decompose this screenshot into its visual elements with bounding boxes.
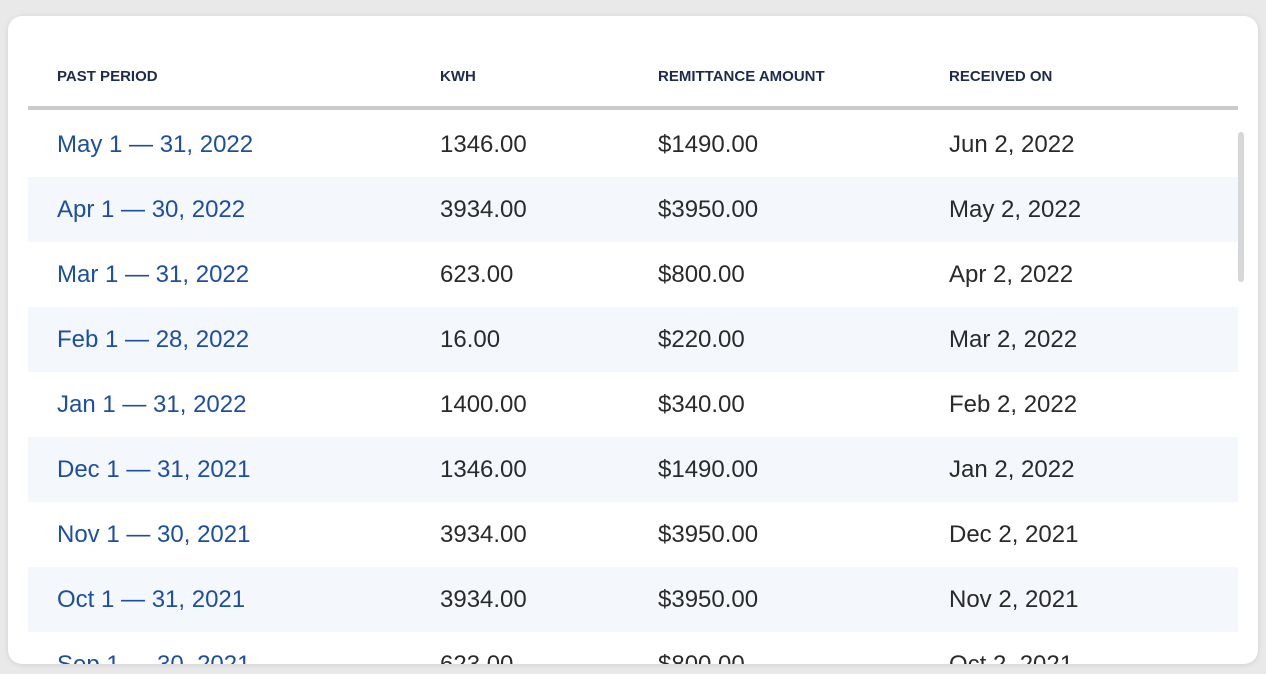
past-period-link[interactable]: Apr 1 — 30, 2022 xyxy=(57,196,246,223)
remittance-amount: $800.00 xyxy=(658,632,745,664)
remittance-amount: $3950.00 xyxy=(658,521,759,548)
remittance-amount: $1490.00 xyxy=(658,131,759,158)
kwh-value: 1400.00 xyxy=(440,391,527,418)
remittance-amount: $1490.00 xyxy=(658,456,759,483)
vertical-scrollbar[interactable] xyxy=(1238,132,1244,282)
kwh-value: 16.00 xyxy=(440,326,501,353)
remittance-amount: $800.00 xyxy=(658,261,745,288)
received-on-date: Oct 2, 2021 xyxy=(949,632,1073,664)
table-row: May 1 — 31, 2022 1346.00 $1490.00 Jun 2, 20… xyxy=(28,112,1238,177)
received-on-date: Nov 2, 2021 xyxy=(949,586,1079,613)
table-row: Jan 1 — 31, 2022 1400.00 $340.00 Feb 2, 202… xyxy=(28,372,1238,437)
remittance-amount: $220.00 xyxy=(658,326,745,353)
remittance-amount: $340.00 xyxy=(658,391,745,418)
past-period-link[interactable]: Dec 1 — 31, 2021 xyxy=(57,456,251,483)
remittance-amount: $3950.00 xyxy=(658,586,759,613)
kwh-value: 1346.00 xyxy=(440,131,527,158)
past-period-link[interactable]: Feb 1 — 28, 2022 xyxy=(57,326,250,353)
kwh-value: 1346.00 xyxy=(440,456,527,483)
received-on-date: Jun 2, 2022 xyxy=(949,131,1075,158)
column-header-received-on[interactable]: RECEIVED ON xyxy=(949,68,1053,85)
received-on-date: Jan 2, 2022 xyxy=(949,456,1075,483)
table-header: PAST PERIOD KWH REMITTANCE AMOUNT RECEIV… xyxy=(28,16,1238,110)
past-period-link[interactable]: Sep 1 — 30, 2021 xyxy=(57,632,250,664)
column-header-kwh[interactable]: KWH xyxy=(440,68,476,85)
received-on-date: May 2, 2022 xyxy=(949,196,1082,223)
table-row: Sep 1 — 30, 2021 623.00 $800.00 Oct 2, 2021 xyxy=(28,632,1238,664)
past-period-link[interactable]: Nov 1 — 30, 2021 xyxy=(57,521,251,548)
past-period-link[interactable]: Mar 1 — 31, 2022 xyxy=(57,261,250,288)
past-period-link[interactable]: Oct 1 — 31, 2021 xyxy=(57,586,246,613)
kwh-value: 623.00 xyxy=(440,632,513,664)
received-on-date: Apr 2, 2022 xyxy=(949,261,1074,288)
table-body[interactable]: May 1 — 31, 2022 1346.00 $1490.00 Jun 2, 20… xyxy=(28,112,1238,664)
kwh-value: 623.00 xyxy=(440,261,514,288)
kwh-value: 3934.00 xyxy=(440,521,527,548)
table-row: Oct 1 — 31, 2021 3934.00 $3950.00 Nov 2, 20… xyxy=(28,567,1238,632)
received-on-date: Mar 2, 2022 xyxy=(949,326,1078,353)
received-on-date: Feb 2, 2022 xyxy=(949,391,1078,418)
table-row: Apr 1 — 30, 2022 3934.00 $3950.00 May 2, 20… xyxy=(28,177,1238,242)
remittance-amount: $3950.00 xyxy=(658,196,759,223)
table-row: Nov 1 — 30, 2021 3934.00 $3950.00 Dec 2, 20… xyxy=(28,502,1238,567)
kwh-value: 3934.00 xyxy=(440,586,527,613)
column-header-remittance-amount[interactable]: REMITTANCE AMOUNT xyxy=(658,68,825,85)
remittance-history-card: PAST PERIOD KWH REMITTANCE AMOUNT RECEIV… xyxy=(8,16,1258,664)
table-row: Dec 1 — 31, 2021 1346.00 $1490.00 Jan 2, 20… xyxy=(28,437,1238,502)
table-row: Feb 1 — 28, 2022 16.00 $220.00 Mar 2, 2022 xyxy=(28,307,1238,372)
past-period-link[interactable]: Jan 1 — 31, 2022 xyxy=(57,391,247,418)
column-header-past-period[interactable]: PAST PERIOD xyxy=(57,68,158,85)
kwh-value: 3934.00 xyxy=(440,196,527,223)
received-on-date: Dec 2, 2021 xyxy=(949,521,1079,548)
table-row: Mar 1 — 31, 2022 623.00 $800.00 Apr 2, 2022 xyxy=(28,242,1238,307)
past-period-link[interactable]: May 1 — 31, 2022 xyxy=(57,131,254,158)
